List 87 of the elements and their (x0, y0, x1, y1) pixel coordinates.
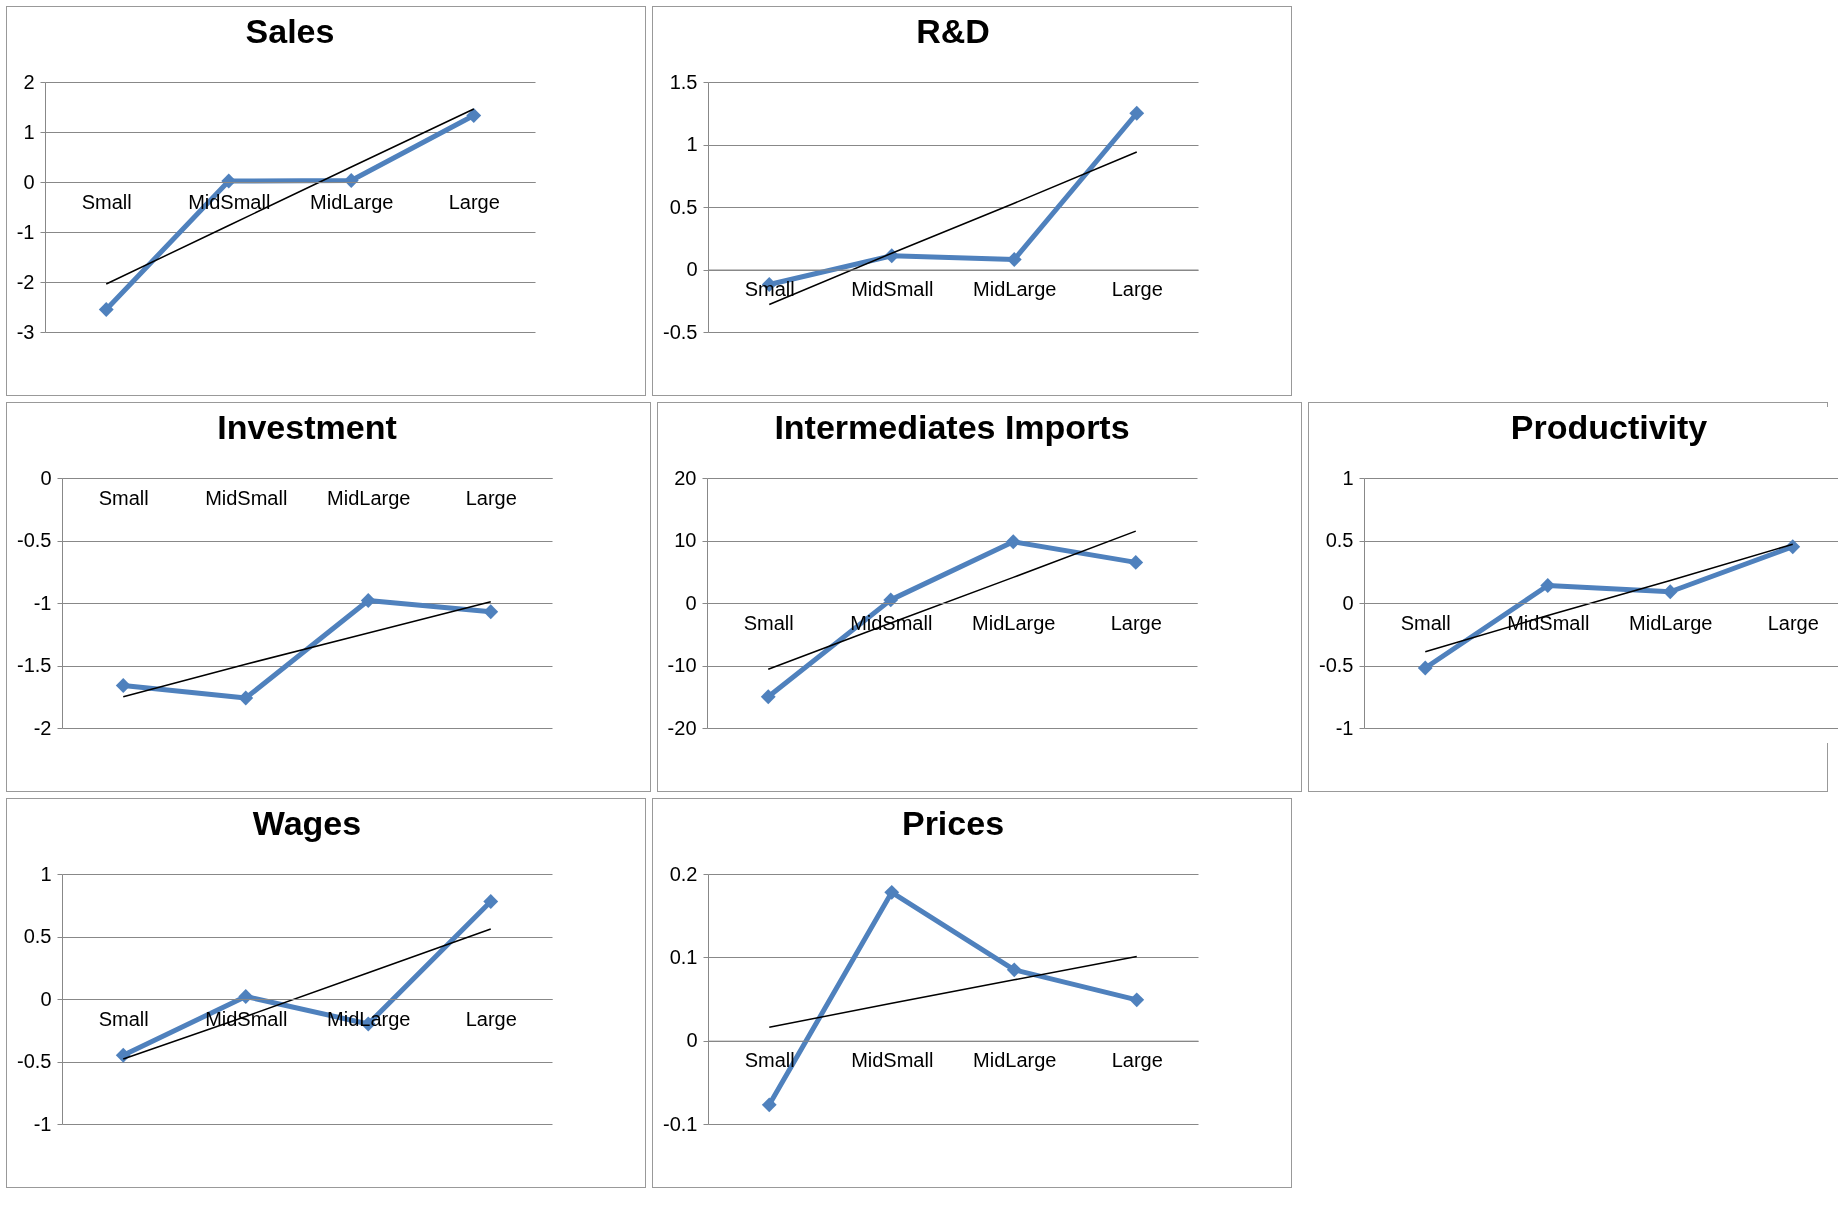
x-tick-label: Small (744, 1049, 795, 1072)
point (1005, 534, 1021, 550)
point (884, 884, 900, 900)
point (483, 894, 499, 909)
y-tick-label: 1 (40, 862, 52, 885)
point (238, 989, 254, 1004)
x-tick-label: Large (1111, 1049, 1163, 1072)
x-tick-label: MidSmall (851, 1049, 934, 1072)
y-tick-label: -1 (16, 220, 35, 243)
x-tick-label: Small (744, 278, 795, 300)
y-tick-label: 0.2 (669, 862, 698, 885)
chart-title: Wages (252, 804, 362, 842)
y-tick-label: 0 (23, 170, 35, 193)
y-tick-label: -0.1 (663, 1112, 698, 1135)
line-series (768, 955, 1138, 1029)
y-tick-label: -1 (33, 1112, 52, 1135)
x-tick-label: MidLarge (1629, 611, 1713, 634)
y-tick-label: 0 (686, 1029, 698, 1052)
x-tick-label: MidLarge (972, 611, 1056, 634)
point (483, 604, 499, 620)
y-tick-label: -2 (16, 270, 35, 293)
y-tick-label: -10 (667, 654, 697, 676)
y-tick-label: 0 (40, 466, 52, 489)
y-tick-label: 1 (686, 133, 698, 155)
point (360, 593, 376, 608)
point (1417, 660, 1433, 676)
chart-title: Investment (217, 408, 397, 446)
point (1129, 992, 1145, 1008)
y-tick-label: 2 (23, 70, 35, 93)
x-tick-label: Small (743, 611, 794, 634)
point (343, 173, 359, 188)
chart-title: R&D (916, 12, 990, 50)
point (1006, 252, 1022, 267)
x-tick-label: Large (1767, 611, 1819, 634)
chart-title: Sales (245, 12, 335, 50)
x-tick-label: MidLarge (973, 1049, 1057, 1072)
x-tick-label: Large (1111, 278, 1163, 300)
point (1128, 554, 1144, 570)
y-tick-label: -1 (33, 591, 52, 614)
y-tick-label: 0 (685, 591, 697, 614)
x-tick-label: MidSmall (851, 278, 934, 300)
x-tick-label: MidSmall (205, 486, 288, 509)
x-tick-label: Large (448, 190, 500, 213)
x-tick-label: Large (1110, 611, 1162, 634)
y-tick-label: -0.5 (17, 529, 52, 551)
point (1129, 105, 1145, 121)
y-tick-label: 0.1 (669, 945, 698, 968)
x-tick-label: MidLarge (327, 486, 411, 509)
x-tick-label: Large (465, 486, 517, 509)
chart-title: Intermediates Imports (774, 408, 1130, 446)
chart-title: Productivity (1510, 408, 1708, 446)
x-tick-label: MidLarge (973, 278, 1057, 300)
y-tick-label: -1.5 (17, 654, 52, 676)
y-tick-label: 0.5 (669, 195, 698, 218)
point (115, 678, 131, 693)
point (1006, 962, 1022, 978)
chart-title: Prices (901, 804, 1005, 842)
y-tick-label: 20 (674, 466, 697, 489)
y-tick-label: 0 (686, 258, 698, 280)
y-tick-label: 10 (674, 529, 697, 551)
point (761, 1097, 777, 1113)
y-tick-label: 0.5 (23, 925, 52, 947)
y-tick-label: 1 (23, 120, 35, 143)
y-tick-label: -0.5 (17, 1050, 52, 1072)
y-tick-label: -0.5 (1319, 654, 1354, 676)
x-tick-label: Small (98, 1007, 149, 1030)
x-tick-label: Small (81, 190, 132, 213)
y-tick-label: -20 (667, 716, 697, 739)
y-tick-label: 1 (1342, 466, 1354, 489)
point (883, 592, 899, 608)
x-tick-label: MidLarge (310, 190, 394, 213)
point (238, 690, 254, 706)
point (760, 689, 776, 705)
y-tick-label: 0 (1342, 591, 1354, 614)
point (466, 108, 482, 123)
y-tick-label: 0.5 (1325, 529, 1354, 551)
y-tick-label: -2 (33, 716, 52, 739)
x-tick-label: Large (465, 1007, 517, 1030)
point (98, 302, 114, 317)
y-tick-label: 0 (40, 987, 52, 1010)
x-tick-label: Small (1400, 611, 1451, 634)
y-tick-label: -3 (16, 320, 35, 343)
y-tick-label: -1 (1335, 716, 1354, 739)
point (1540, 578, 1556, 593)
y-tick-label: -0.5 (663, 320, 698, 343)
x-tick-label: Small (98, 486, 149, 509)
y-tick-label: 1.5 (669, 70, 698, 93)
